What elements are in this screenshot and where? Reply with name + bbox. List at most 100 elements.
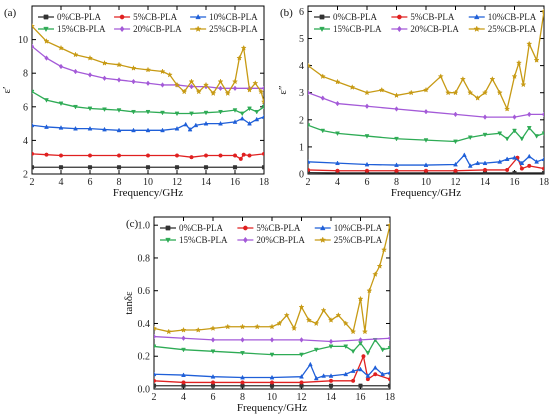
panel-a-data-point: [58, 125, 64, 130]
panel-a-legend-label: 20%CB-PLA: [133, 24, 182, 34]
chart-panel-c: 2 4 6 8 10 12 14 16 18 0.0 0.2 0.4 0.6 0.8 1.0 Frequenc…: [123, 216, 395, 414]
panel-a-data-point: [32, 43, 35, 50]
panel-c-legend-item: 10%CB-PLA: [314, 223, 383, 233]
panel-a-y-tick-label: 10: [18, 35, 28, 46]
panel-a-data-point: [160, 82, 165, 88]
panel-b-data-point: [335, 100, 340, 107]
panel-a-data-point: [236, 54, 243, 61]
panel-b-data-point: [533, 56, 540, 63]
panel-a-y-tick-label: 4: [23, 136, 28, 147]
panel-b-data-point: [394, 136, 399, 142]
panel-a-legend-marker: [43, 26, 49, 33]
panel-b-data-point: [308, 62, 312, 69]
panel-c-data-point: [210, 337, 216, 343]
panel-b-data-point: [541, 156, 544, 161]
panel-c-data-point: [269, 374, 275, 380]
panel-a-data-point: [231, 78, 239, 85]
panel-b-data-point: [534, 159, 540, 164]
panel-b-data-point: [467, 89, 474, 96]
panel-a-data-point: [116, 77, 122, 83]
panel-b-data-point: [505, 167, 510, 172]
panel-a-data-point: [145, 109, 151, 115]
panel-b-data-point: [497, 131, 503, 137]
panel-b-data-point: [474, 94, 481, 101]
panel-a-data-point: [254, 116, 260, 122]
panel-a-data-point: [232, 153, 238, 158]
panel-a-data-point: [131, 109, 136, 115]
panel-a-data-point: [160, 127, 165, 133]
panel-b-data-point: [482, 114, 488, 120]
panel-b-data-point: [319, 73, 326, 80]
panel-b-legend-item: 10%CB-PLA: [468, 12, 537, 22]
panel-a-data-point: [159, 68, 166, 75]
panel-c-x-tick-label: 10: [267, 392, 277, 403]
panel-c-data-point: [358, 366, 363, 372]
panel-a-data-point: [102, 107, 107, 113]
panel-a-x-tick-label: 14: [201, 177, 211, 188]
panel-a-x-tick-label: 18: [259, 177, 269, 188]
panel-a-data-point: [174, 165, 180, 170]
panel-b-data-point: [308, 159, 311, 164]
panel-a-legend-item: 0%CB-PLA: [38, 12, 102, 22]
panel-b-data-point: [534, 134, 540, 139]
panel-a-y-tick-label: 8: [23, 69, 28, 80]
panel-c-data-point: [298, 303, 305, 310]
panel-a-data-point: [202, 81, 210, 88]
panel-b-data-point: [519, 136, 525, 142]
panel-b-legend-label: 25%CB-PLA: [488, 24, 537, 34]
panel-a-data-point: [261, 114, 264, 119]
panel-b-x-tick-label: 4: [335, 177, 340, 188]
panel-c-data-point: [195, 326, 202, 333]
panel-a-data-point: [131, 127, 136, 133]
panel-b-data-point: [482, 167, 488, 172]
panel-b-data-point: [459, 75, 466, 82]
panel-c-data-point: [269, 352, 275, 358]
panel-c-data-point: [154, 371, 157, 377]
panel-a-data-point: [239, 111, 245, 117]
panel-b-data-point: [393, 92, 400, 99]
panel-c-legend-marker: [320, 224, 326, 231]
panel-a-data-point: [261, 85, 264, 92]
panel-c-data-point: [154, 383, 157, 388]
panel-c-data-point: [358, 383, 363, 388]
panel-a-data-point: [116, 153, 122, 158]
panel-b-data-point: [519, 160, 525, 166]
panel-a-data-point: [203, 153, 209, 158]
panel-c-x-tick-label: 8: [240, 392, 245, 403]
panel-b-data-point: [512, 155, 517, 160]
panel-a-data-point: [43, 38, 50, 44]
panel-b-x-tick-label: 18: [539, 177, 549, 188]
panel-a-legend-label: 0%CB-PLA: [57, 12, 102, 22]
panel-b-data-point: [453, 168, 458, 173]
panel-a-data-point: [218, 109, 223, 115]
panel-a-data-point: [261, 104, 264, 110]
panel-a-data-point: [173, 81, 181, 88]
panel-b-data-point: [349, 84, 356, 90]
panel-b-data-point: [527, 111, 532, 118]
panel-a-data-point: [203, 110, 209, 116]
panel-b-data-point: [504, 105, 511, 112]
panel-c-data-point: [343, 344, 349, 350]
panel-c-y-tick-label: 0.6: [138, 286, 151, 297]
panel-a-data-point: [187, 126, 193, 132]
panel-b-data-point: [541, 111, 544, 118]
panel-a-series-line-5: [32, 25, 264, 102]
panel-c-data-point: [380, 371, 386, 377]
panel-b-data-point: [335, 160, 340, 166]
panel-a-data-point: [247, 120, 252, 126]
panel-c-data-point: [365, 373, 371, 378]
panel-a-data-point: [189, 155, 194, 160]
panel-c-data-point: [181, 335, 186, 341]
panel-c-legend-label: 20%CB-PLA: [256, 235, 305, 245]
panel-b-x-axis-label: Frequency/GHz: [391, 187, 461, 199]
panel-a-data-point: [86, 54, 94, 61]
panel-a-data-point: [72, 51, 79, 58]
panel-b-x-tick-label: 2: [306, 177, 311, 188]
panel-a-data-point: [218, 85, 223, 92]
panel-a-data-point: [57, 44, 65, 51]
panel-b-data-point: [512, 114, 517, 120]
panel-a-data-point: [44, 98, 49, 103]
panel-c-legend-marker: [243, 225, 248, 231]
panel-b-data-point: [445, 89, 452, 96]
